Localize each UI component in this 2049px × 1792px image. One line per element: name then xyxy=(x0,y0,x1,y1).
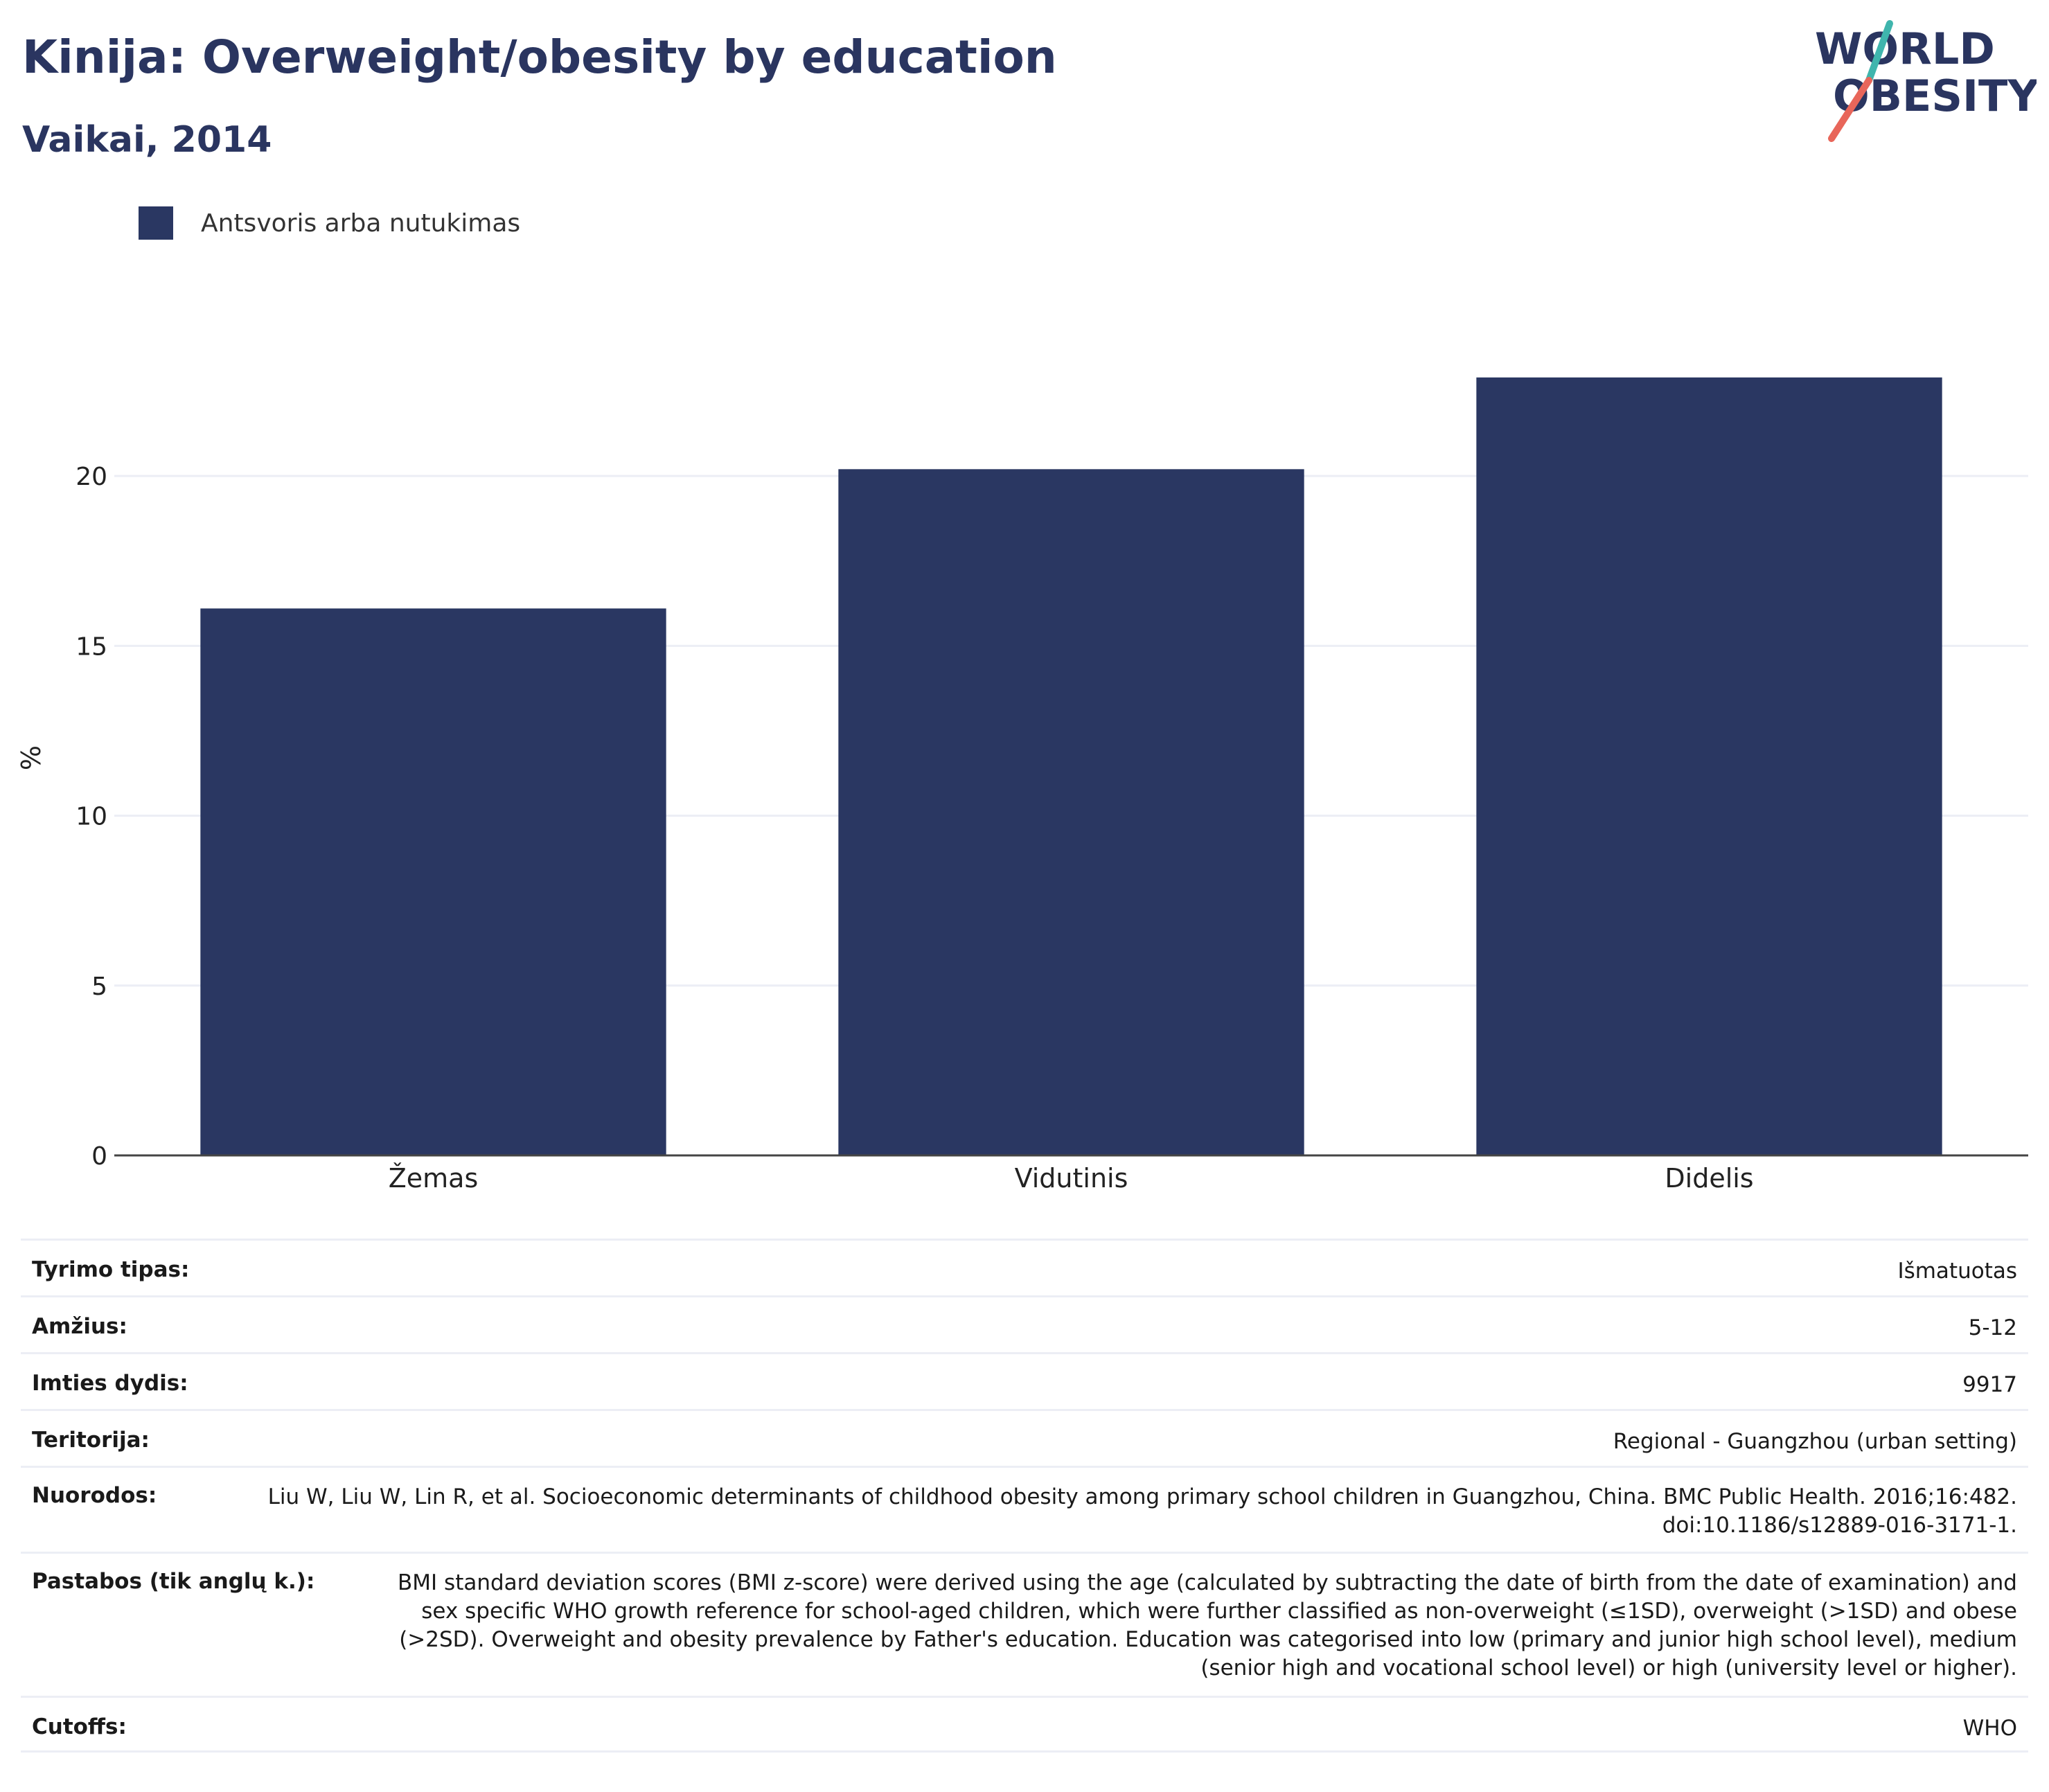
info-row: Pastabos (tik anglų k.): BMI standard dev… xyxy=(21,1552,2028,1696)
bar[interactable] xyxy=(200,608,666,1155)
legend-label: Antsvoris arba nutukimas xyxy=(201,209,521,238)
info-value: BMI standard deviation scores (BMI z-sco… xyxy=(398,1570,2017,1680)
page-title: Kinija: Overweight/obesity by education xyxy=(22,30,1057,84)
info-row: Tyrimo tipas: Išmatuotas xyxy=(21,1239,2028,1295)
y-tick-label: 0 xyxy=(91,1142,107,1171)
bar-chart: 0 5 10 15 20 Žemas Vidutinis Didelis % xyxy=(16,377,2028,1194)
info-key: Imties dydis: xyxy=(32,1371,188,1396)
info-key: Pastabos (tik anglų k.): xyxy=(32,1569,315,1594)
y-tick-label: 15 xyxy=(76,632,107,661)
info-value: Išmatuotas xyxy=(1897,1259,2017,1284)
info-value: Liu W, Liu W, Lin R, et al. Socioeconomi… xyxy=(267,1484,2017,1538)
x-tick-labels: Žemas Vidutinis Didelis xyxy=(389,1163,1754,1194)
info-key: Teritorija: xyxy=(32,1428,150,1453)
info-key: Amžius: xyxy=(32,1314,127,1339)
info-value: 5-12 xyxy=(1968,1315,2017,1340)
info-key: Nuorodos: xyxy=(32,1483,157,1508)
info-value: 9917 xyxy=(1962,1372,2017,1397)
legend-swatch xyxy=(139,206,173,240)
logo-teal-slash-icon xyxy=(1865,20,1893,84)
y-tick-label: 10 xyxy=(76,803,107,831)
x-tick-label: Vidutinis xyxy=(1015,1163,1128,1194)
logo-line-1: WORLD xyxy=(1815,24,1995,74)
info-key: Tyrimo tipas: xyxy=(32,1257,190,1282)
y-tick-label: 5 xyxy=(91,973,107,1001)
x-tick-label: Žemas xyxy=(389,1163,479,1194)
x-tick-label: Didelis xyxy=(1665,1163,1753,1194)
info-value: Regional - Guangzhou (urban setting) xyxy=(1613,1429,2017,1454)
bar[interactable] xyxy=(1476,377,1942,1156)
info-key: Cutoffs: xyxy=(32,1714,127,1739)
bars xyxy=(200,377,1942,1156)
y-tick-labels: 0 5 10 15 20 xyxy=(76,463,107,1171)
page-subtitle: Vaikai, 2014 xyxy=(22,119,272,161)
world-obesity-logo: WORLD OBESITY xyxy=(1815,20,2037,142)
logo-red-slash-icon xyxy=(1828,77,1872,142)
info-row: Nuorodos: Liu W, Liu W, Lin R, et al. Soc… xyxy=(21,1466,2028,1552)
y-tick-label: 20 xyxy=(76,463,107,491)
info-row: Amžius: 5-12 xyxy=(21,1295,2028,1352)
y-axis-label: % xyxy=(16,745,46,770)
info-value: WHO xyxy=(1962,1716,2017,1741)
info-row: Imties dydis: 9917 xyxy=(21,1352,2028,1409)
chart-legend: Antsvoris arba nutukimas xyxy=(139,206,520,240)
info-row: Teritorija: Regional - Guangzhou (urban s… xyxy=(21,1409,2028,1466)
info-table: Tyrimo tipas: Išmatuotas Amžius: 5-12 Imties… xyxy=(21,1239,2028,1753)
bar[interactable] xyxy=(838,469,1304,1155)
info-row: Cutoffs: WHO xyxy=(21,1696,2028,1753)
